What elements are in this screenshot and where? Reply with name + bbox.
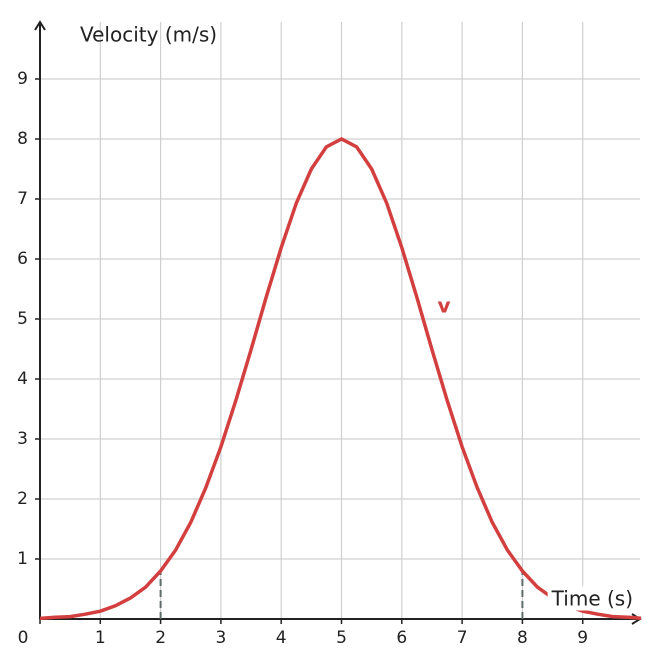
x-tick-label: 4: [276, 628, 287, 648]
x-tick-label: 3: [215, 628, 226, 648]
y-tick-label: 6: [17, 249, 28, 269]
y-tick-label: 4: [17, 369, 28, 389]
y-axis-label: Velocity (m/s): [80, 23, 217, 47]
x-tick-label: 7: [457, 628, 468, 648]
x-tick-label: 5: [336, 628, 347, 648]
y-tick-label: 8: [17, 129, 28, 149]
y-axis-arrow: [34, 20, 46, 31]
y-tick-label: 9: [17, 69, 28, 89]
x-tick-label: 2: [155, 628, 166, 648]
series-label: v: [437, 294, 450, 318]
x-axis-label: Time (s): [551, 587, 633, 611]
y-tick-label: 5: [17, 309, 28, 329]
y-tick-label: 7: [17, 189, 28, 209]
x-tick-label: 8: [517, 628, 528, 648]
x-tick-label: 1: [95, 628, 106, 648]
x-tick-label: 0: [18, 628, 29, 648]
velocity-line: [40, 137, 641, 620]
x-tick-label: 9: [577, 628, 588, 648]
x-label-bg: [547, 586, 636, 611]
y-tick-label: 3: [17, 429, 28, 449]
x-tick-label: 6: [396, 628, 407, 648]
y-tick-label: 2: [17, 489, 28, 509]
y-tick-label: 1: [17, 549, 28, 569]
